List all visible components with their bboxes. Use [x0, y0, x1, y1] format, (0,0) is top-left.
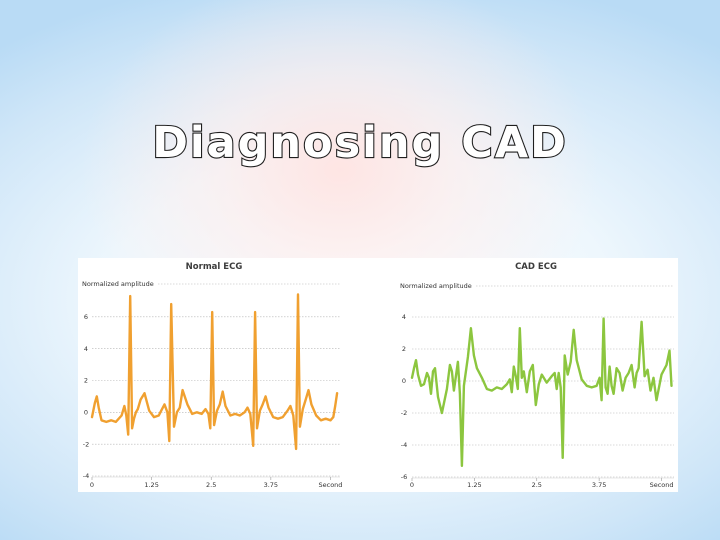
- y-tick-label: 4: [84, 345, 88, 353]
- ecg-figure: Normal ECG Normalized amplitude -4 -2 0 2 4 6 0 1…: [78, 258, 678, 492]
- x-tick-label: Second: [650, 481, 674, 489]
- x-tick-label: 1.25: [467, 481, 481, 489]
- slide-title: Diagnosing CAD: [151, 117, 568, 169]
- ecg-series-line: [90, 293, 339, 451]
- y-tick-label: -2: [83, 440, 89, 448]
- ecg-series-line: [410, 317, 673, 468]
- chart-panel-0: Normal ECG Normalized amplitude -4 -2 0 2 4 6 0 1…: [82, 262, 342, 489]
- ecg-charts-svg: Normal ECG Normalized amplitude -4 -2 0 2 4 6 0 1…: [82, 262, 674, 489]
- chart-panel-1: CAD ECG Normalized amplitude -6 -4 -2 0 2 4 0 1.2…: [400, 262, 674, 489]
- y-tick-label: -6: [401, 473, 407, 481]
- x-tick-label: 3.75: [264, 481, 278, 489]
- y-tick-label: 2: [84, 377, 88, 385]
- chart-title: CAD ECG: [515, 262, 557, 272]
- y-tick-label: 0: [402, 377, 406, 385]
- x-tick-label: 1.25: [144, 481, 158, 489]
- y-tick-label: -2: [401, 409, 407, 417]
- chart-title: Normal ECG: [186, 262, 243, 272]
- x-tick-label: 2.5: [532, 481, 542, 489]
- x-tick-label: 0: [90, 481, 94, 489]
- y-tick-label: -4: [83, 472, 89, 480]
- y-axis-label: Normalized amplitude: [82, 280, 154, 288]
- y-axis-label: Normalized amplitude: [400, 282, 472, 290]
- x-tick-label: Second: [319, 481, 343, 489]
- y-tick-label: 4: [402, 313, 406, 321]
- x-tick-label: 3.75: [592, 481, 606, 489]
- x-tick-label: 2.5: [206, 481, 216, 489]
- y-tick-label: 6: [84, 313, 88, 321]
- x-tick-label: 0: [410, 481, 414, 489]
- y-tick-label: 0: [84, 409, 88, 417]
- y-tick-label: 2: [402, 345, 406, 353]
- y-tick-label: -4: [401, 441, 407, 449]
